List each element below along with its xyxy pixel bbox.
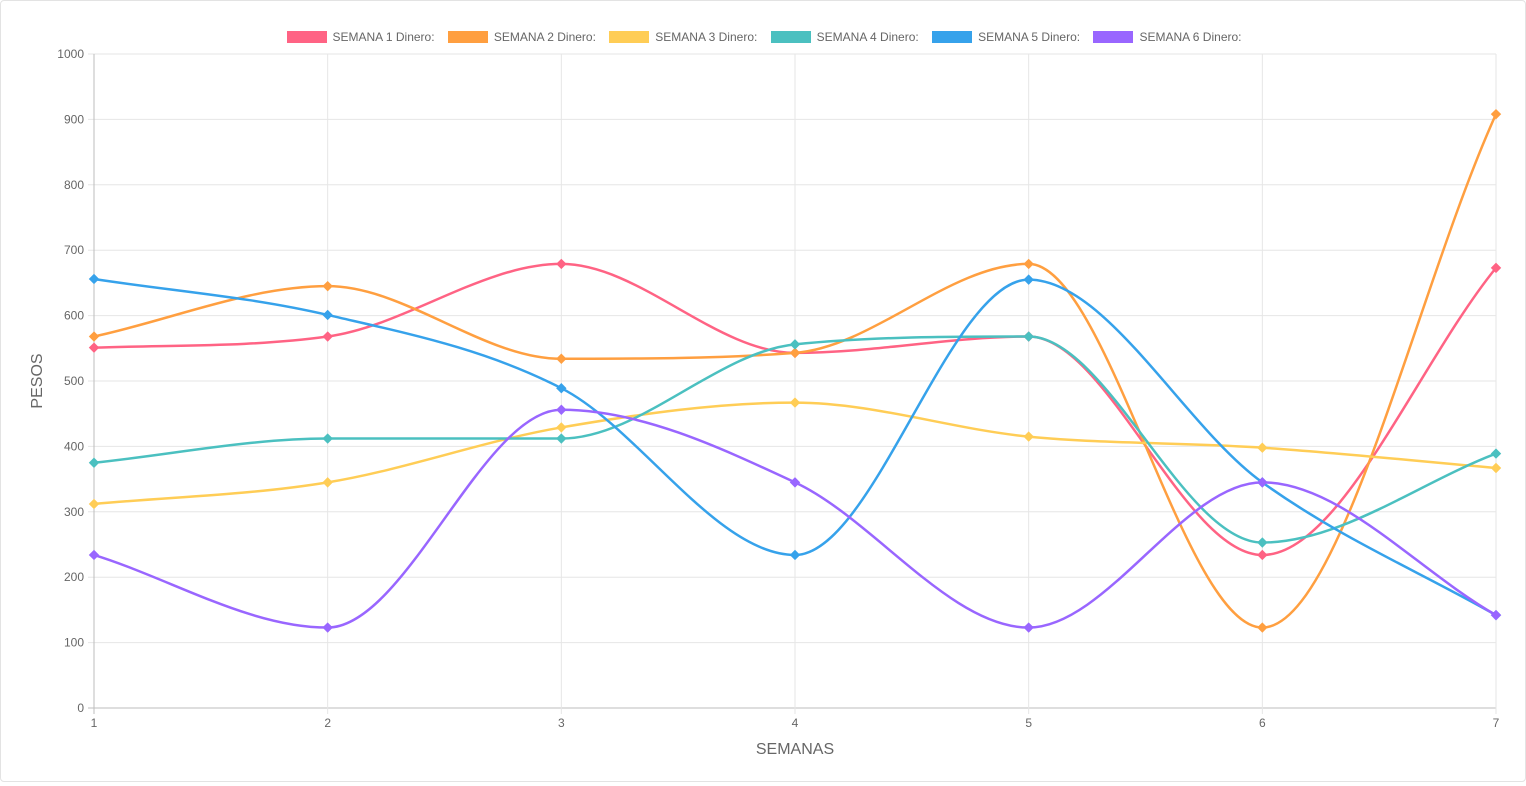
data-point-semana-2[interactable] (1257, 622, 1268, 633)
data-point-semana-3[interactable] (1490, 462, 1502, 474)
grid-layer (88, 53, 1497, 714)
data-point-semana-4[interactable] (1490, 448, 1502, 459)
legend-swatch-semana-1 (286, 31, 327, 44)
legend-label-semana-2: SEMANA 2 Dinero: (493, 30, 596, 45)
axis-layer: 0 100 200 300 400 500 600 700 800 900 1000 1 2 3 4 5 6 7 (57, 47, 1499, 730)
data-point-semana-5[interactable] (556, 382, 567, 394)
data-point-semana-1[interactable] (88, 342, 100, 353)
legend-swatch-semana-5 (932, 31, 973, 44)
data-point-semana-5[interactable] (789, 549, 801, 561)
data-point-semana-5[interactable] (322, 309, 333, 321)
y-tick-label: 300 (64, 505, 84, 519)
y-tick-label: 600 (64, 309, 84, 323)
data-point-semana-3[interactable] (1023, 431, 1034, 442)
legend-item-semana-2[interactable]: SEMANA 2 Dinero: (447, 29, 596, 45)
x-tick-label: 5 (1025, 716, 1032, 730)
y-axis-title: PESOS (29, 353, 46, 408)
series-line-semana-1 (92, 262, 1498, 557)
data-point-semana-2[interactable] (1023, 258, 1034, 270)
data-point-semana-3[interactable] (556, 422, 567, 433)
y-tick-label: 700 (64, 243, 84, 257)
legend-item-semana-3[interactable]: SEMANA 3 Dinero: (609, 29, 757, 44)
data-point-semana-1[interactable] (1490, 262, 1502, 274)
data-point-semana-2[interactable] (322, 280, 333, 292)
data-point-semana-2[interactable] (556, 353, 567, 364)
data-point-semana-4[interactable] (789, 339, 801, 350)
x-axis-title: SEMANAS (756, 741, 834, 758)
data-point-semana-6[interactable] (1023, 622, 1034, 633)
data-point-semana-5[interactable] (88, 273, 100, 285)
data-point-semana-1[interactable] (1257, 549, 1268, 561)
data-point-semana-5[interactable] (1023, 274, 1034, 285)
x-tick-label: 6 (1259, 716, 1266, 730)
data-point-semana-4[interactable] (88, 457, 100, 468)
legend-item-semana-6[interactable]: SEMANA 6 Dinero: (1093, 29, 1242, 45)
legend-item-semana-5[interactable]: SEMANA 5 Dinero: (932, 29, 1080, 44)
legend-item-semana-1[interactable]: SEMANA 1 Dinero: (286, 29, 435, 45)
series-line-semana-2 (92, 112, 1498, 629)
legend-label-semana-5: SEMANA 5 Dinero: (978, 30, 1081, 45)
series-semana-4 (88, 331, 1502, 548)
legend-label-semana-4: SEMANA 4 Dinero: (816, 30, 919, 45)
y-tick-label: 200 (64, 570, 84, 584)
data-point-semana-6[interactable] (789, 477, 801, 488)
legend-swatch-semana-4 (770, 31, 811, 44)
y-tick-label: 100 (64, 636, 84, 650)
data-point-semana-3[interactable] (88, 498, 100, 510)
data-point-semana-3[interactable] (322, 477, 333, 488)
y-tick-label: 1000 (57, 47, 84, 61)
series-semana-2 (88, 108, 1502, 633)
data-point-semana-1[interactable] (556, 258, 567, 270)
data-point-semana-3[interactable] (789, 397, 801, 408)
series-semana-3 (88, 397, 1502, 510)
data-point-semana-2[interactable] (88, 331, 100, 342)
y-tick-label: 0 (77, 701, 84, 715)
y-tick-label: 800 (64, 178, 84, 192)
data-point-semana-6[interactable] (1490, 609, 1502, 621)
data-point-semana-2[interactable] (1490, 108, 1502, 120)
data-point-semana-6[interactable] (322, 622, 333, 633)
y-tick-label: 900 (64, 112, 84, 126)
data-point-semana-3[interactable] (1257, 442, 1268, 453)
legend-label-semana-3: SEMANA 3 Dinero: (655, 30, 758, 45)
x-tick-label: 2 (324, 716, 331, 730)
data-point-semana-6[interactable] (556, 404, 567, 415)
data-point-semana-4[interactable] (322, 433, 333, 444)
legend-swatch-semana-3 (609, 31, 650, 44)
legend-swatch-semana-2 (447, 31, 488, 44)
data-point-semana-1[interactable] (322, 331, 333, 342)
data-point-semana-4[interactable] (556, 433, 567, 444)
series-semana-6 (88, 404, 1502, 633)
y-tick-label: 400 (64, 439, 84, 453)
x-tick-label: 4 (792, 716, 799, 730)
series-layer (88, 108, 1502, 633)
legend-label-semana-6: SEMANA 6 Dinero: (1139, 30, 1242, 45)
data-point-semana-4[interactable] (1023, 331, 1034, 342)
data-point-semana-6[interactable] (1257, 477, 1268, 488)
data-point-semana-4[interactable] (1257, 537, 1268, 548)
x-tick-label: 3 (558, 716, 565, 730)
chart-legend: SEMANA 1 Dinero: SEMANA 2 Dinero: SEMANA… (1, 29, 1526, 44)
x-tick-label: 7 (1493, 716, 1500, 730)
x-tick-label: 1 (91, 716, 98, 730)
data-point-semana-2[interactable] (789, 347, 801, 359)
legend-swatch-semana-6 (1093, 31, 1134, 44)
data-point-semana-6[interactable] (88, 549, 100, 561)
legend-item-semana-4[interactable]: SEMANA 4 Dinero: (770, 29, 919, 45)
y-tick-label: 500 (64, 374, 84, 388)
legend-label-semana-1: SEMANA 1 Dinero: (332, 30, 435, 45)
